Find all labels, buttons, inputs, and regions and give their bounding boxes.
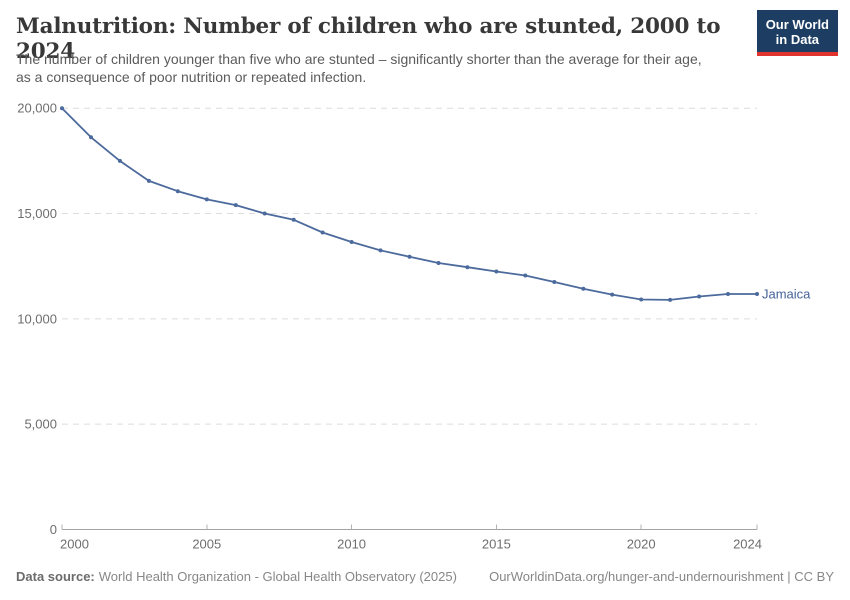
owid-logo-line-1: Our World xyxy=(765,17,829,32)
data-point[interactable] xyxy=(436,261,441,265)
data-point[interactable] xyxy=(755,292,759,296)
x-tick-label: 2010 xyxy=(337,537,366,552)
x-tick-label: 2015 xyxy=(482,537,511,552)
data-point[interactable] xyxy=(89,135,93,140)
y-tick-label: 10,000 xyxy=(17,311,57,326)
data-source: Data source: World Health Organization - … xyxy=(16,569,457,584)
gridlines-group xyxy=(62,107,757,425)
subtitle-line-1: The number of children younger than five… xyxy=(16,51,702,67)
owid-logo[interactable]: Our World in Data xyxy=(756,10,838,56)
x-tick-label: 2005 xyxy=(192,537,221,552)
data-point[interactable] xyxy=(697,294,702,299)
data-line xyxy=(61,107,758,301)
data-point[interactable] xyxy=(60,106,64,111)
y-axis-labels-group: 0 5,000 10,000 15,000 20,000 xyxy=(17,101,57,537)
data-point[interactable] xyxy=(349,240,354,244)
data-point[interactable] xyxy=(610,292,615,297)
x-tick-label: 2024 xyxy=(733,537,762,552)
data-point[interactable] xyxy=(494,269,499,274)
data-source-label: Data source: xyxy=(16,569,95,584)
data-point[interactable] xyxy=(639,297,644,302)
data-point[interactable] xyxy=(233,203,238,208)
y-tick-label: 15,000 xyxy=(17,206,57,221)
chart-footer: Data source: World Health Organization - … xyxy=(16,569,834,584)
data-point[interactable] xyxy=(175,189,180,194)
data-point[interactable] xyxy=(146,178,151,183)
owid-link[interactable]: OurWorldinData.org/hunger-and-undernouri… xyxy=(489,569,834,584)
owid-logo-line-2: in Data xyxy=(775,32,820,47)
chart-subtitle: The number of children younger than five… xyxy=(16,51,776,86)
data-point[interactable] xyxy=(581,286,586,291)
y-tick-label: 5,000 xyxy=(24,417,57,432)
data-point[interactable] xyxy=(262,211,267,216)
data-point[interactable] xyxy=(378,248,383,253)
data-point[interactable] xyxy=(320,230,325,235)
data-point[interactable] xyxy=(668,297,673,302)
data-point[interactable] xyxy=(291,217,296,222)
data-source-text: World Health Organization - Global Healt… xyxy=(98,569,457,584)
data-point[interactable] xyxy=(407,254,412,259)
series-end-label[interactable]: Jamaica xyxy=(762,286,811,301)
data-point[interactable] xyxy=(117,158,122,163)
y-tick-label: 0 xyxy=(50,522,57,537)
y-tick-label: 20,000 xyxy=(17,101,57,116)
data-point[interactable] xyxy=(204,197,209,202)
data-point[interactable] xyxy=(726,292,730,296)
chart-svg: 0 5,000 10,000 15,000 20,000 2000 2005 2010 201… xyxy=(17,101,811,552)
subtitle-line-2: as a consequence of poor nutrition or re… xyxy=(16,68,367,85)
data-point[interactable] xyxy=(523,273,528,278)
page-title: Malnutrition: Number of children who are… xyxy=(16,14,721,64)
x-tick-label: 2020 xyxy=(627,537,656,552)
x-axis-group: 2000 2005 2010 2015 2020 2024 xyxy=(60,524,762,552)
data-series-group: Jamaica xyxy=(60,106,811,302)
data-point[interactable] xyxy=(465,265,470,270)
data-point[interactable] xyxy=(552,280,557,284)
x-tick-label: 2000 xyxy=(60,537,89,552)
